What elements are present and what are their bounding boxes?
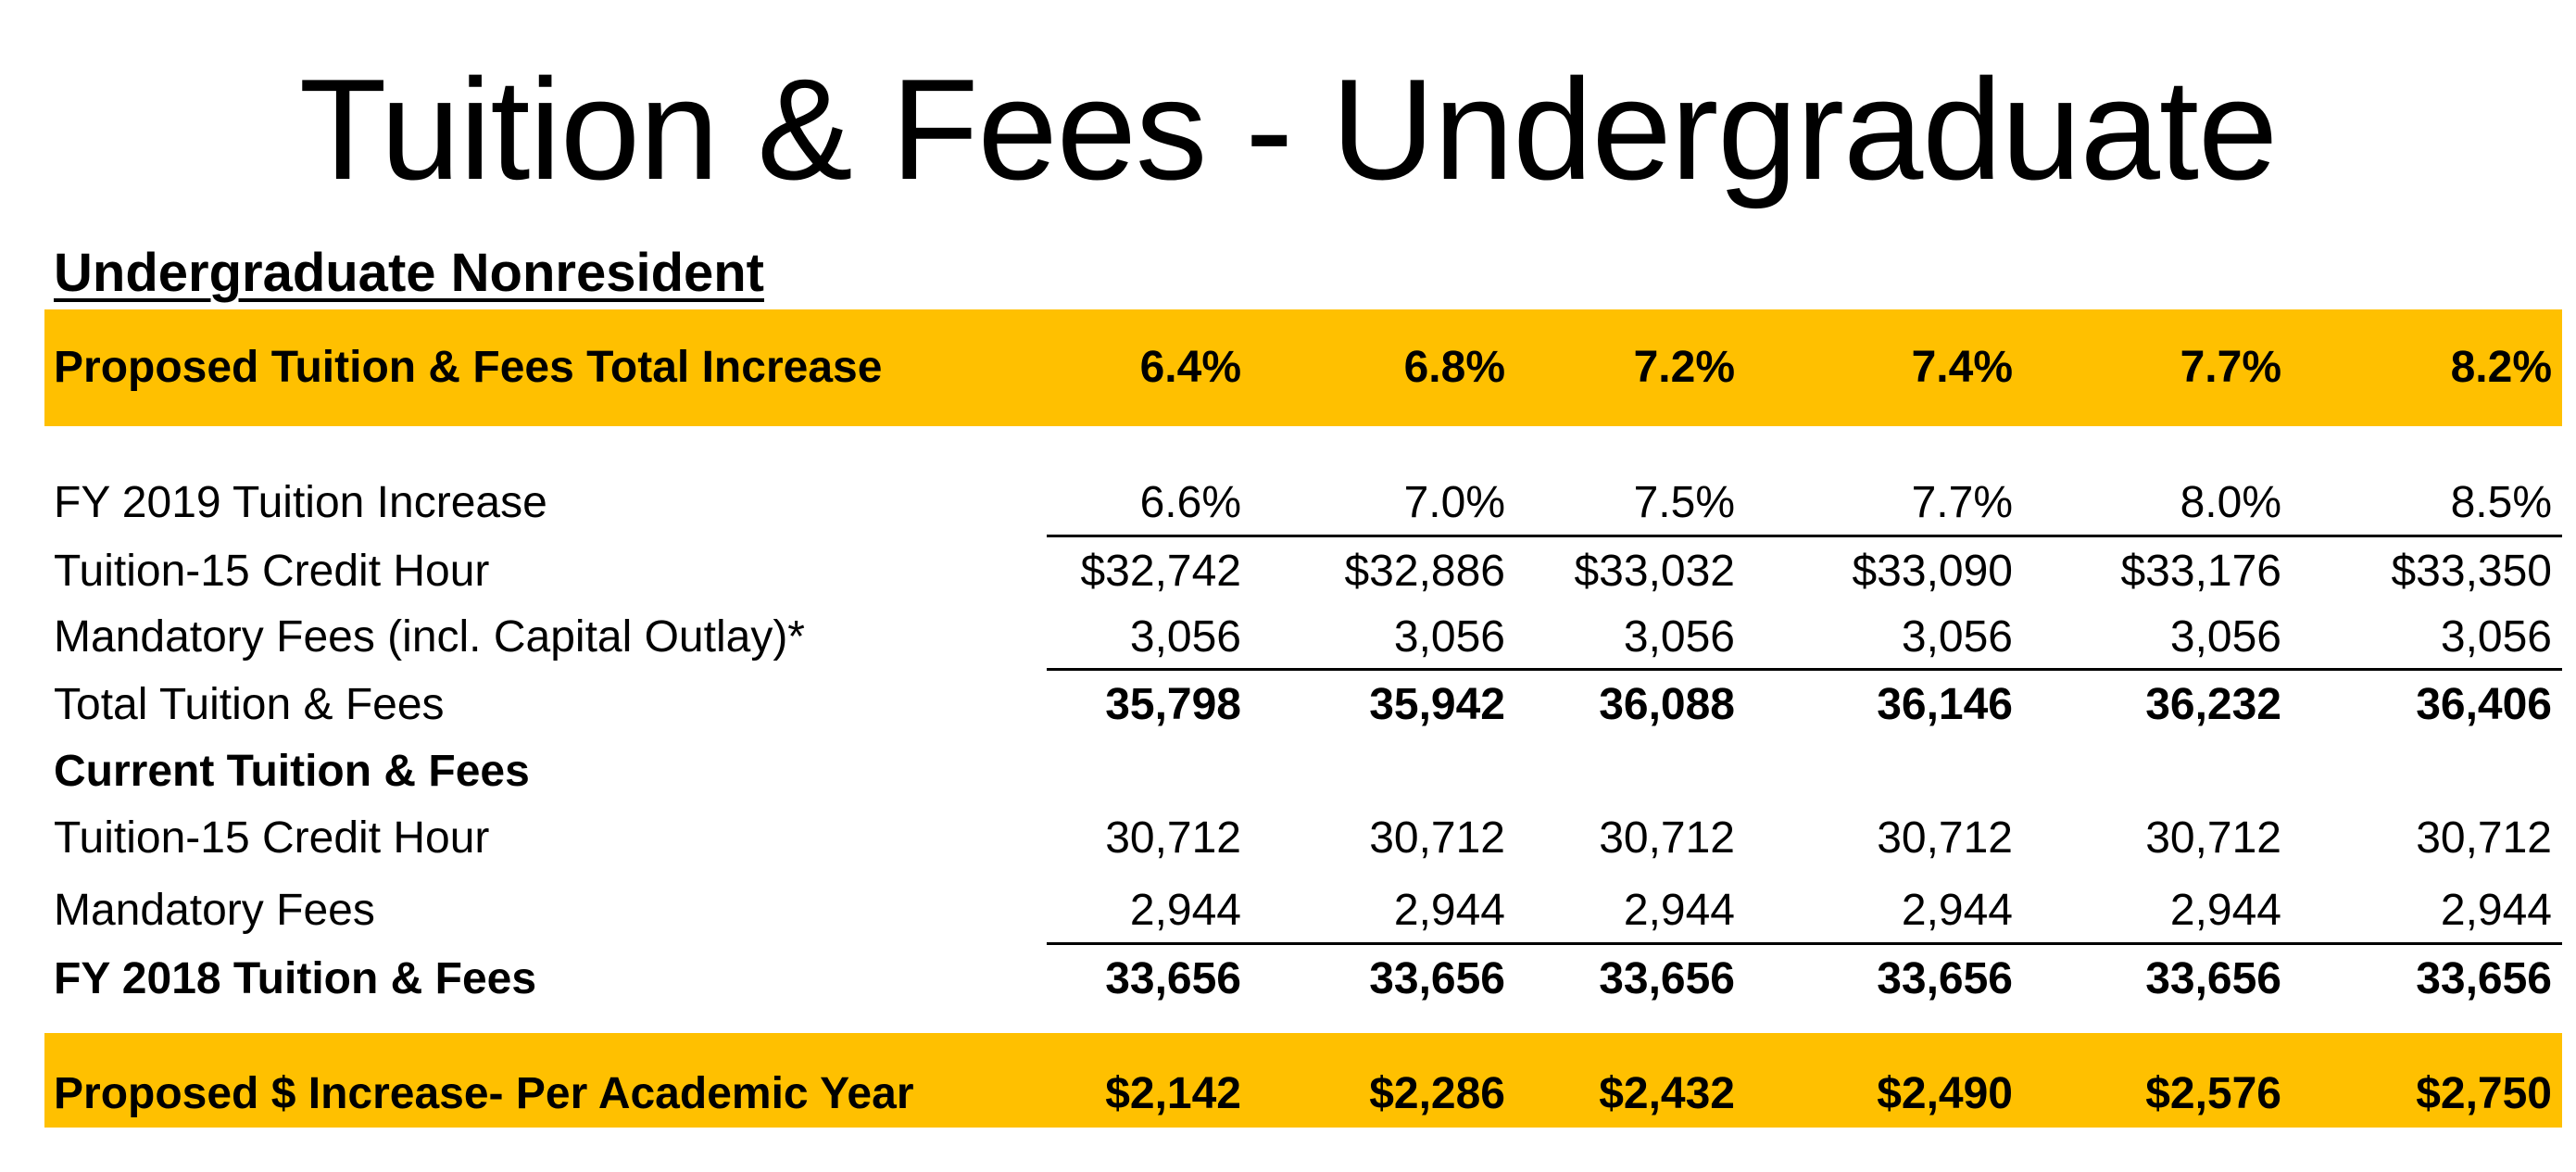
table-cell: 7.7% — [1911, 478, 2013, 527]
row-label: Tuition-15 Credit Hour — [54, 547, 490, 596]
table-cell: $2,432 — [1599, 1069, 1735, 1118]
table-cell: 8.5% — [2450, 478, 2552, 527]
table-cell: $32,886 — [1344, 547, 1505, 596]
table-cell: 7.2% — [1633, 343, 1735, 392]
row-label: FY 2019 Tuition Increase — [54, 478, 547, 527]
table-cell: 33,656 — [1369, 954, 1505, 1003]
table-cell: 6.6% — [1139, 478, 1241, 527]
table-cell: 36,146 — [1877, 680, 2013, 729]
table-row-total-increase: Proposed Tuition & Fees Total Increase 6… — [0, 335, 2576, 400]
table-cell: $2,490 — [1877, 1069, 2013, 1118]
highlight-band-dollar-increase — [44, 1033, 2562, 1128]
table-cell: 35,942 — [1369, 680, 1505, 729]
table-row-proposed-mandatory-fees: Mandatory Fees (incl. Capital Outlay)* 3… — [0, 605, 2576, 670]
row-label: Proposed Tuition & Fees Total Increase — [54, 343, 883, 392]
page-title: Tuition & Fees - Undergraduate — [298, 49, 2278, 209]
table-cell: 30,712 — [2145, 813, 2281, 863]
table-row-current-tuition: Tuition-15 Credit Hour 30,712 30,712 30,… — [0, 806, 2576, 871]
table-rule — [1047, 668, 2562, 671]
table-cell: 36,088 — [1599, 680, 1735, 729]
table-cell: 8.0% — [2180, 478, 2281, 527]
table-row-fy2019-tuition-increase: FY 2019 Tuition Increase 6.6% 7.0% 7.5% … — [0, 471, 2576, 536]
table-cell: 30,712 — [2416, 813, 2552, 863]
table-cell: 6.4% — [1139, 343, 1241, 392]
row-label: Proposed $ Increase- Per Academic Year — [54, 1069, 914, 1118]
section-title: Undergraduate Nonresident — [54, 243, 764, 303]
table-cell: 2,944 — [2440, 886, 2552, 935]
table-cell: 3,056 — [1623, 612, 1735, 662]
table-cell: 7.0% — [1403, 478, 1505, 527]
table-cell: 36,406 — [2416, 680, 2552, 729]
table-cell: 8.2% — [2450, 343, 2552, 392]
table-row-fy2018-tuition-fees: FY 2018 Tuition & Fees 33,656 33,656 33,… — [0, 947, 2576, 1012]
table-cell: $33,176 — [2120, 547, 2281, 596]
table-cell: 30,712 — [1877, 813, 2013, 863]
table-cell: 6.8% — [1403, 343, 1505, 392]
table-cell: 35,798 — [1105, 680, 1241, 729]
table-rule — [1047, 535, 2562, 537]
table-cell: 3,056 — [1901, 612, 2013, 662]
table-cell: $2,142 — [1105, 1069, 1241, 1118]
table-cell: $2,576 — [2145, 1069, 2281, 1118]
row-label: Mandatory Fees (incl. Capital Outlay)* — [54, 612, 805, 662]
table-cell: $33,032 — [1574, 547, 1735, 596]
row-label: Total Tuition & Fees — [54, 680, 445, 729]
table-cell: $33,350 — [2391, 547, 2552, 596]
row-label: Tuition-15 Credit Hour — [54, 813, 490, 863]
table-cell: 33,656 — [1105, 954, 1241, 1003]
table-cell: $2,750 — [2416, 1069, 2552, 1118]
table-cell: 30,712 — [1369, 813, 1505, 863]
table-cell: 33,656 — [1599, 954, 1735, 1003]
table-cell: 3,056 — [2169, 612, 2281, 662]
table-row-proposed-tuition: Tuition-15 Credit Hour $32,742 $32,886 $… — [0, 539, 2576, 604]
table-row-current-heading: Current Tuition & Fees — [0, 739, 2576, 804]
table-cell: 2,944 — [2169, 886, 2281, 935]
table-cell: 7.7% — [2180, 343, 2281, 392]
table-cell: 33,656 — [2416, 954, 2552, 1003]
table-cell: 2,944 — [1901, 886, 2013, 935]
table-row-total-tuition-fees: Total Tuition & Fees 35,798 35,942 36,08… — [0, 673, 2576, 737]
table-cell: 33,656 — [1877, 954, 2013, 1003]
highlight-band-total-increase — [44, 309, 2562, 426]
table-cell: 7.4% — [1911, 343, 2013, 392]
table-cell: 7.5% — [1633, 478, 1735, 527]
table-cell: 2,944 — [1393, 886, 1505, 935]
table-cell: 2,944 — [1623, 886, 1735, 935]
table-cell: 2,944 — [1129, 886, 1241, 935]
row-label: Current Tuition & Fees — [54, 747, 530, 796]
table-cell: 3,056 — [1393, 612, 1505, 662]
table-cell: 36,232 — [2145, 680, 2281, 729]
table-rule — [1047, 942, 2562, 945]
table-row-dollar-increase: Proposed $ Increase- Per Academic Year $… — [0, 1062, 2576, 1127]
table-cell: 30,712 — [1105, 813, 1241, 863]
table-cell: $33,090 — [1852, 547, 2013, 596]
table-row-current-mandatory-fees: Mandatory Fees 2,944 2,944 2,944 2,944 2… — [0, 878, 2576, 943]
table-cell: $2,286 — [1369, 1069, 1505, 1118]
row-label: Mandatory Fees — [54, 886, 375, 935]
table-cell: 3,056 — [1129, 612, 1241, 662]
table-cell: 30,712 — [1599, 813, 1735, 863]
table-cell: 33,656 — [2145, 954, 2281, 1003]
row-label: FY 2018 Tuition & Fees — [54, 954, 537, 1003]
table-cell: $32,742 — [1080, 547, 1241, 596]
table-cell: 3,056 — [2440, 612, 2552, 662]
